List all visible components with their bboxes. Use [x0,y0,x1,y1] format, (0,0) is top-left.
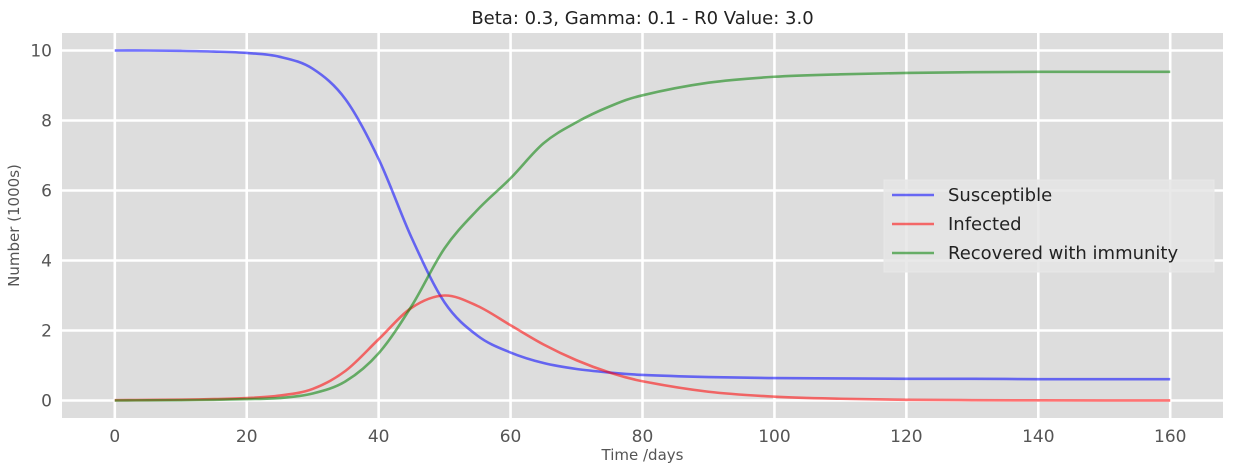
y-tick-label: 8 [41,112,52,132]
x-tick-label: 20 [236,427,258,447]
y-tick-label: 10 [30,42,52,62]
legend-label: Susceptible [948,185,1052,206]
series-lines [114,49,1171,402]
x-tick-label: 160 [1154,427,1186,447]
x-tick-label: 40 [368,427,390,447]
y-tick-label: 0 [41,392,52,412]
x-tick-label: 80 [632,427,654,447]
legend-box [883,179,1215,273]
legend-label: Infected [948,214,1022,235]
x-axis-label: Time /days [601,446,684,464]
chart-title: Beta: 0.3, Gamma: 0.1 - R0 Value: 3.0 [471,8,813,29]
legend: Susceptible Infected Recovered with immuni… [883,179,1215,273]
series-line-recovered-with-immunity [114,70,1171,402]
x-tick-label: 120 [890,427,922,447]
legend-items: Susceptible Infected Recovered with immuni… [892,185,1178,264]
x-tick-label: 60 [500,427,522,447]
y-axis-label: Number (1000s) [5,164,23,287]
x-tick-label: 100 [758,427,790,447]
legend-label: Recovered with immunity [948,243,1178,264]
y-tick-label: 2 [41,322,52,342]
y-tick-label: 6 [41,182,52,202]
y-tick-label: 4 [41,252,52,272]
x-tick-label: 0 [109,427,120,447]
series-line-susceptible [114,49,1171,381]
x-tick-label: 140 [1022,427,1054,447]
tick-labels: 0 20 40 60 80 100 120 140 160 0 2 4 6 8 10 [30,42,1186,448]
